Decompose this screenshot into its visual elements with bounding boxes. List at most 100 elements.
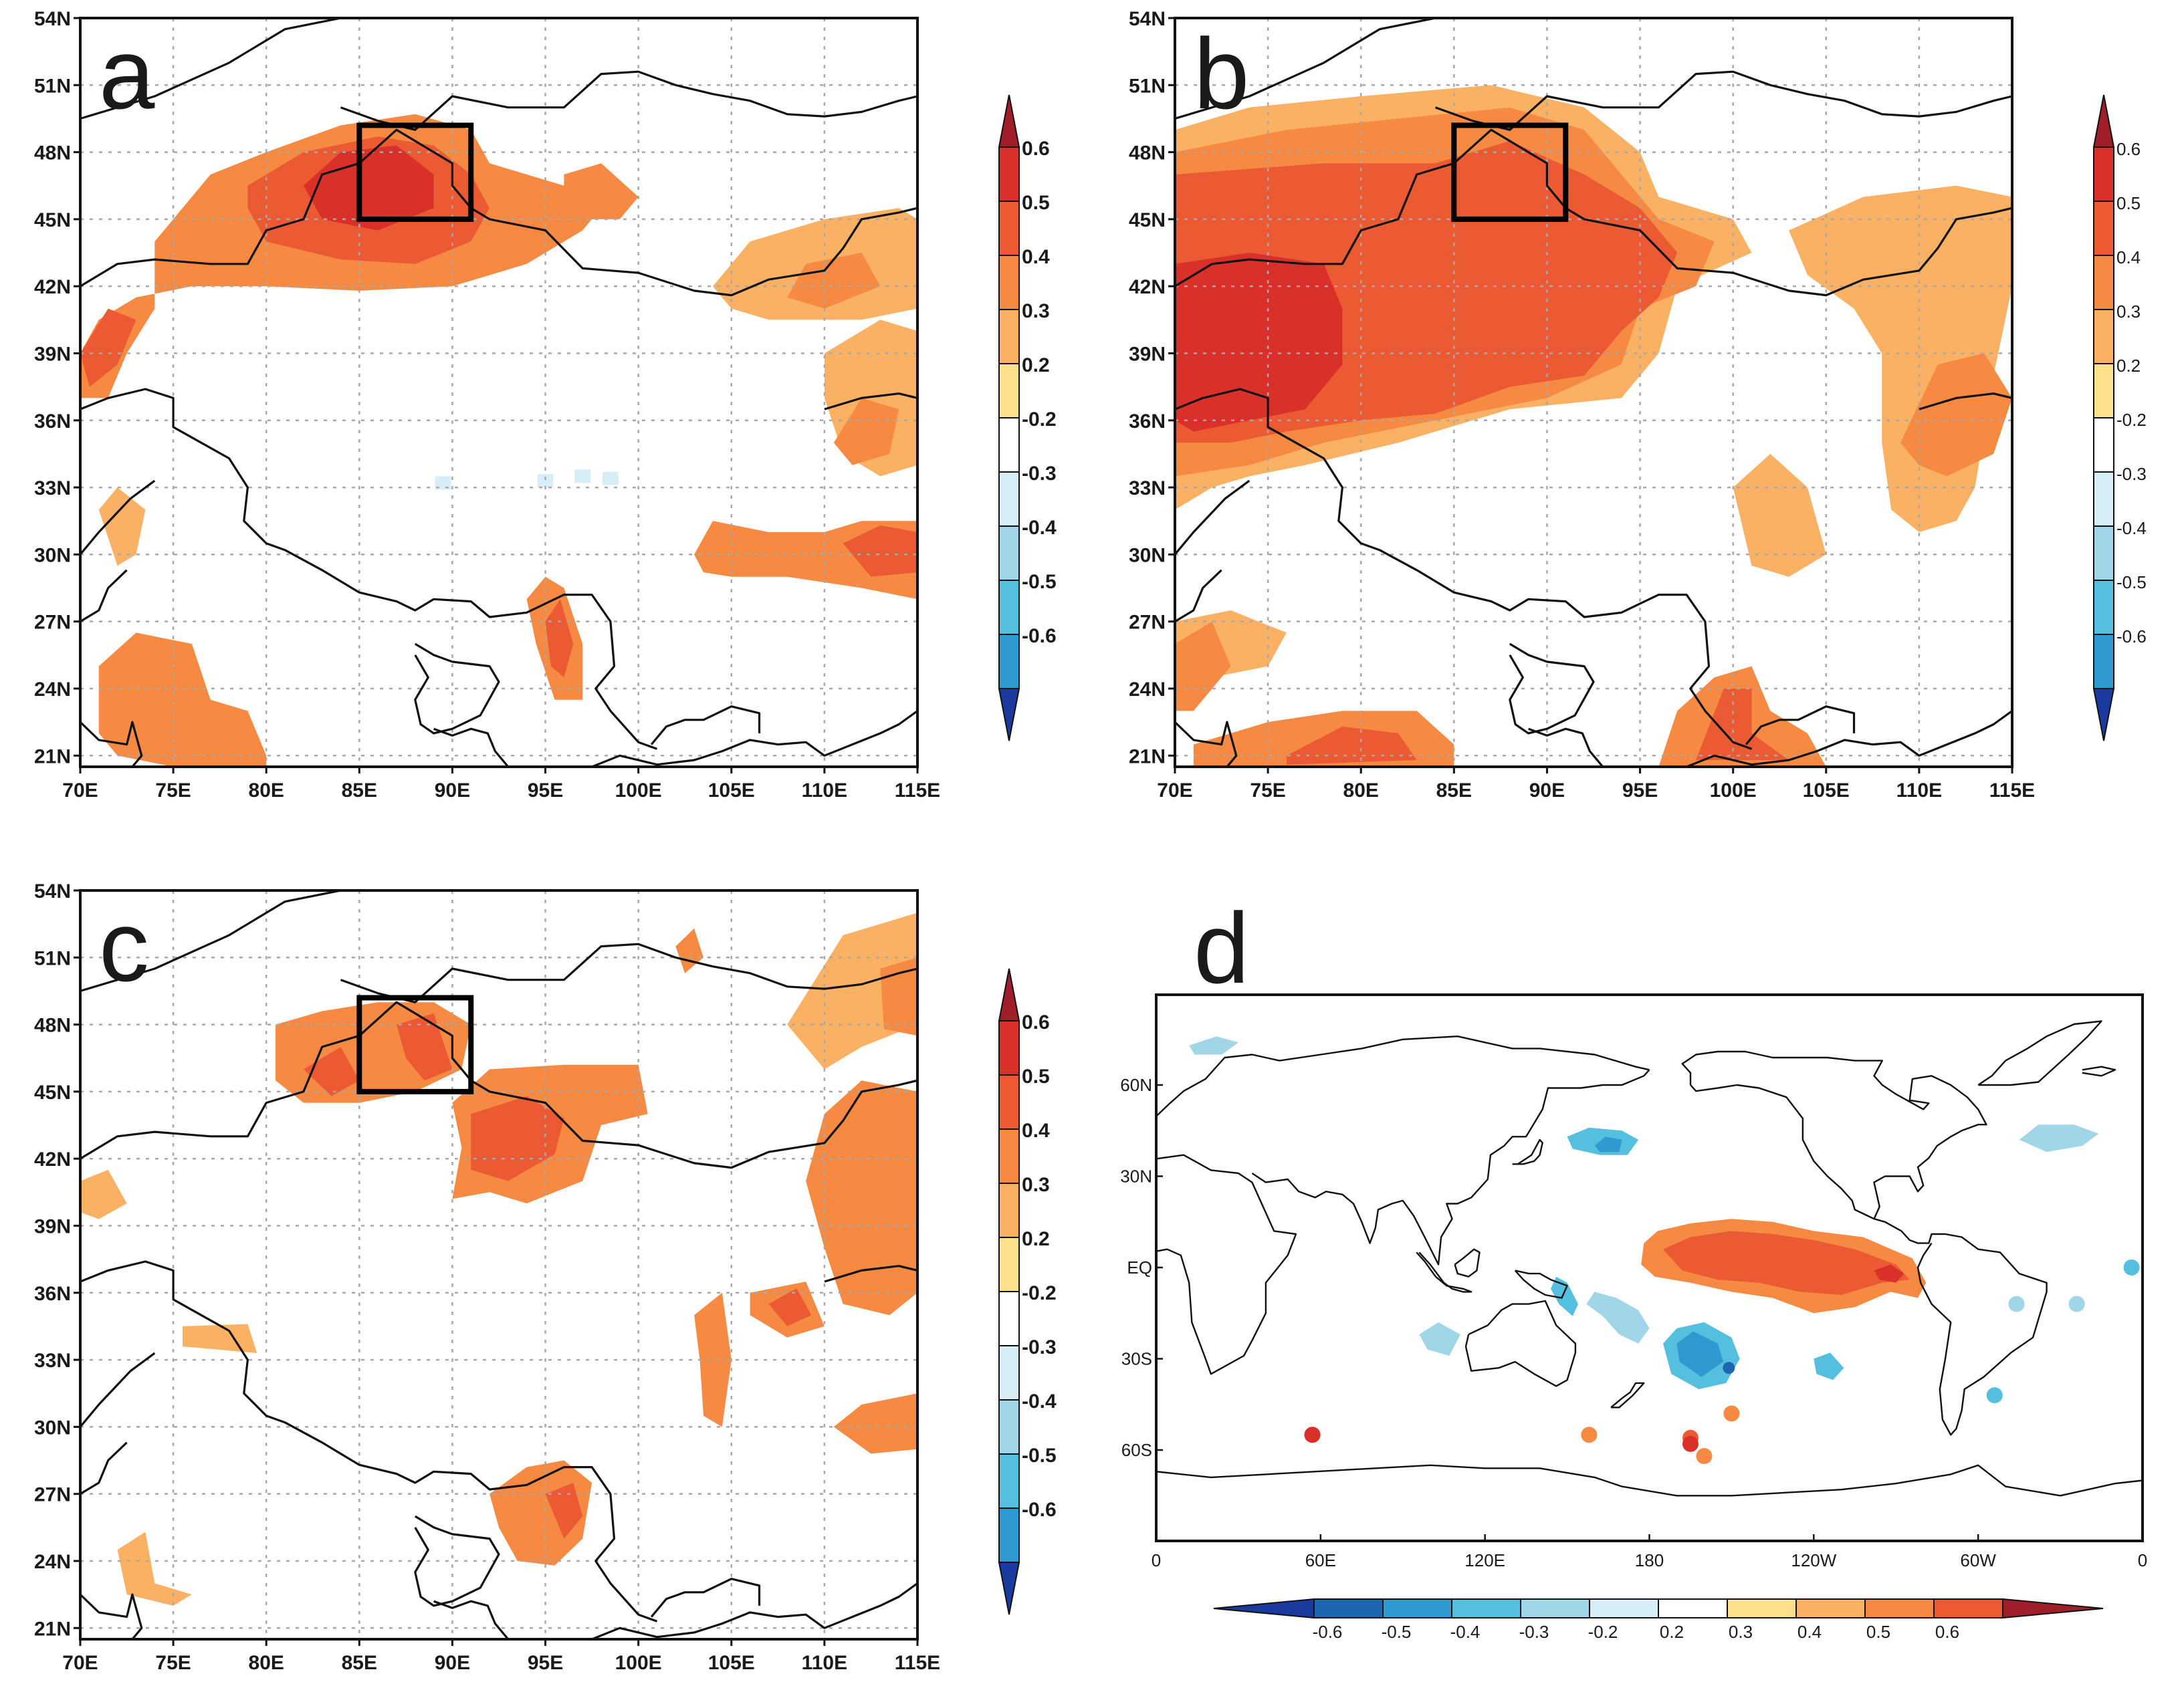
lat-tick-label: 45N bbox=[34, 1082, 71, 1104]
colorbar-segment bbox=[2093, 146, 2114, 202]
lon-tick-label: 105E bbox=[708, 1652, 755, 1674]
shaded-region-c-11 bbox=[833, 1393, 917, 1454]
lon-tick-label: 100E bbox=[615, 1652, 662, 1674]
shaded-region-a-6 bbox=[787, 253, 881, 309]
colorbar-arrow-high bbox=[2092, 94, 2115, 148]
lon-tick-label: 80E bbox=[249, 1652, 284, 1674]
lon-tick-label: 180 bbox=[1635, 1550, 1664, 1570]
lon-tick-label: 115E bbox=[895, 1652, 940, 1674]
shaded-region-a-12 bbox=[545, 599, 574, 678]
colorbar-segment bbox=[1658, 1598, 1728, 1618]
lat-tick-label: 51N bbox=[34, 947, 71, 969]
colorbar-tick-label: 0.4 bbox=[2116, 247, 2141, 267]
colorbar-tick-label: -0.3 bbox=[1519, 1622, 1549, 1642]
colorbar-segment bbox=[2093, 634, 2114, 689]
boundary-line bbox=[340, 70, 917, 131]
colorbar-segment bbox=[2093, 417, 2114, 473]
colorbar-segment bbox=[998, 634, 1020, 689]
coastline bbox=[2082, 1066, 2116, 1077]
colorbar-tick-label: -0.6 bbox=[1022, 625, 1057, 647]
shaded-spot-8 bbox=[1986, 1387, 2003, 1404]
boundary-line bbox=[824, 392, 917, 410]
colorbar-segment bbox=[998, 363, 1020, 418]
shaded-region-b-4 bbox=[1175, 253, 1343, 432]
shaded-spot-10 bbox=[2068, 1296, 2085, 1312]
lon-tick-label: 85E bbox=[342, 1652, 377, 1674]
colorbar-tick-label: 0.5 bbox=[1022, 1066, 1050, 1088]
lon-tick-label: 60W bbox=[1960, 1550, 1996, 1570]
lat-tick-label: EQ bbox=[1127, 1257, 1152, 1278]
lat-tick-label: 54N bbox=[1129, 8, 1166, 30]
colorbar-tick-label: 0.3 bbox=[1022, 300, 1050, 322]
panel-b: b 54N 51N 48N 45N 42N 39N 36N 33N 30N 27N 24N 21N 70E… bbox=[1129, 8, 2035, 802]
lat-tick-label: 24N bbox=[34, 679, 71, 701]
lon-tick-label: 110E bbox=[802, 779, 847, 802]
colorbar-segment bbox=[2093, 471, 2114, 527]
boundary-line bbox=[80, 1260, 658, 1622]
lon-tick-label: 85E bbox=[1436, 779, 1472, 802]
boundary-line bbox=[80, 890, 341, 992]
boundary-line bbox=[1175, 569, 1222, 623]
colorbar-tick-label: -0.3 bbox=[2116, 464, 2147, 484]
lon-tick-label: 95E bbox=[528, 779, 563, 802]
colorbar-segment bbox=[1589, 1598, 1659, 1618]
lon-tick-label: 105E bbox=[1803, 779, 1850, 802]
lat-tick-label: 24N bbox=[34, 1551, 71, 1573]
lat-tick-label: 39N bbox=[34, 1215, 71, 1237]
lat-tick-label: 30N bbox=[1120, 1167, 1152, 1187]
boundary-line bbox=[433, 727, 510, 767]
boundary-line bbox=[414, 1515, 500, 1607]
boundary-line bbox=[824, 1265, 917, 1283]
lat-tick-label: 54N bbox=[34, 880, 71, 902]
shaded-region-c-3 bbox=[397, 1013, 453, 1081]
shaded-region-a-10 bbox=[843, 525, 917, 577]
lat-tick-label: 45N bbox=[34, 209, 71, 231]
lon-tick-label: 75E bbox=[1250, 779, 1285, 802]
panel-d: d 60N 30N EQ 30S 60S 0 60E 120E 180 120W 60W 0 bbox=[1120, 892, 2147, 1570]
boundary-line bbox=[80, 388, 658, 750]
panel-label: b bbox=[1194, 17, 1249, 130]
neg-pixel-a-1 bbox=[435, 476, 451, 490]
lat-tick-label: 45N bbox=[1129, 209, 1166, 231]
lon-tick-label: 110E bbox=[802, 1652, 847, 1674]
colorbar-segment bbox=[998, 1128, 1020, 1184]
colorbar-segment bbox=[2093, 201, 2114, 256]
colorbar-tick-label: 0.5 bbox=[2116, 193, 2141, 213]
shaded-region-a-4 bbox=[564, 163, 639, 219]
boundary-line bbox=[591, 710, 917, 767]
boundary-line bbox=[1175, 479, 1250, 556]
shaded-region-b-8 bbox=[1733, 453, 1826, 577]
boundary-line bbox=[1175, 18, 1436, 120]
boundary-line bbox=[1686, 710, 2012, 767]
shaded-region-b-10 bbox=[1175, 621, 1231, 711]
lat-tick-label: 60S bbox=[1121, 1440, 1152, 1460]
shaded-region-c-9 bbox=[768, 1288, 812, 1326]
colorbar-tick-label: -0.2 bbox=[1022, 408, 1057, 431]
colorbar-tick-label: -0.4 bbox=[1450, 1622, 1481, 1642]
neg-pixel-a-2 bbox=[537, 474, 554, 488]
panel-label: a bbox=[99, 17, 155, 130]
lon-tick-label: 105E bbox=[708, 779, 755, 802]
colorbar-tick-label: 0.3 bbox=[1022, 1174, 1050, 1196]
colorbar-segment bbox=[998, 255, 1020, 310]
shaded-region-c-14 bbox=[117, 1532, 192, 1606]
colorbar-segment bbox=[998, 201, 1020, 256]
lat-tick-label: 60N bbox=[1120, 1075, 1152, 1095]
map-frame bbox=[79, 17, 919, 768]
colorbar-tick-label: 0.4 bbox=[1022, 1120, 1050, 1142]
colorbar-segment bbox=[1313, 1598, 1384, 1618]
colorbar-tick-label: -0.6 bbox=[1022, 1499, 1057, 1521]
boundary-line bbox=[80, 1593, 143, 1639]
boundary-line bbox=[80, 128, 917, 297]
colorbar-tick-label: 0.6 bbox=[1935, 1622, 1959, 1642]
lon-tick-label: 75E bbox=[155, 779, 191, 802]
shaded-region-d-2 bbox=[1663, 1231, 1910, 1295]
lon-tick-label: 80E bbox=[1343, 779, 1379, 802]
colorbar-arrow-high bbox=[2002, 1598, 2104, 1619]
boundary-line bbox=[80, 721, 143, 767]
coastline bbox=[1690, 1084, 2048, 1436]
colorbar-arrow-high bbox=[998, 94, 1020, 148]
colorbar-arrow-low bbox=[998, 688, 1020, 741]
coastline bbox=[1514, 1270, 1568, 1299]
shaded-region-d-13 bbox=[1419, 1322, 1460, 1356]
